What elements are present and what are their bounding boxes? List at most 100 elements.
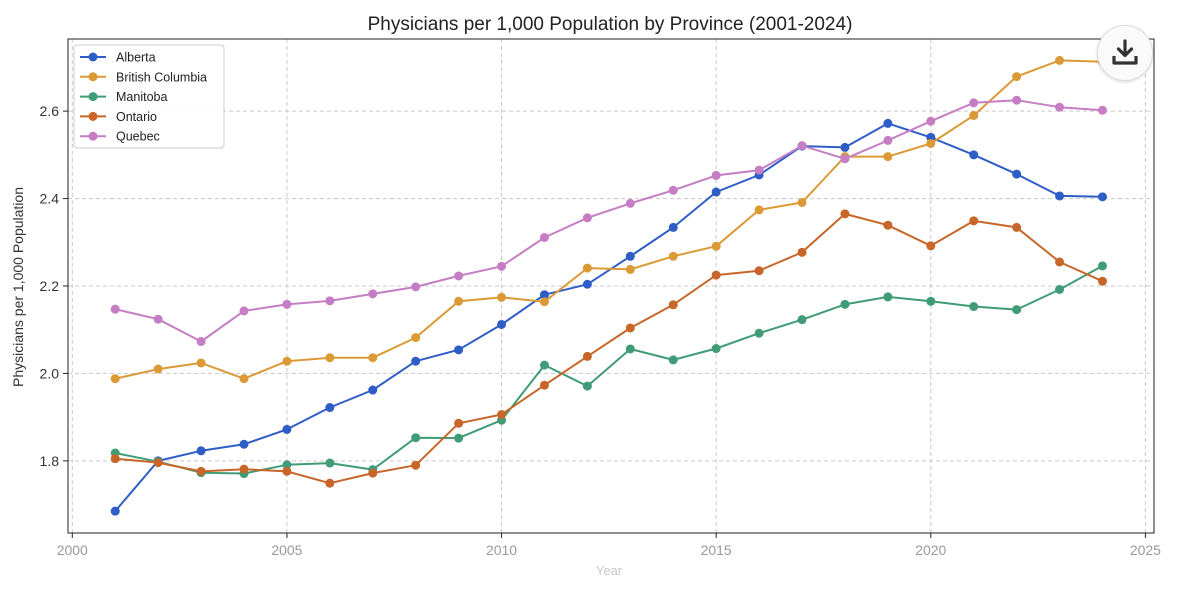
data-point-british-columbia (668, 251, 678, 261)
data-point-quebec (239, 306, 249, 316)
data-point-ontario (582, 351, 592, 361)
data-point-alberta (883, 118, 893, 128)
chart-title: Physicians per 1,000 Population by Provi… (368, 14, 853, 35)
data-point-quebec (625, 198, 635, 208)
legend-label: Manitoba (116, 90, 167, 104)
data-point-alberta (1055, 191, 1065, 201)
data-point-british-columbia (1055, 55, 1065, 65)
data-point-quebec (153, 314, 163, 324)
data-point-british-columbia (239, 374, 249, 384)
data-point-manitoba (1012, 305, 1022, 315)
series-line-manitoba (115, 265, 1103, 475)
data-point-ontario (1097, 276, 1107, 286)
data-point-ontario (368, 468, 378, 478)
series-quebec (110, 95, 1107, 347)
data-point-alberta (110, 506, 120, 516)
data-point-ontario (883, 220, 893, 230)
data-point-ontario (1055, 257, 1065, 267)
legend: Alberta British Columbia Manitoba Ontario Qu… (73, 44, 225, 149)
data-point-quebec (1012, 95, 1022, 105)
data-point-ontario (497, 410, 507, 420)
data-point-manitoba (969, 302, 979, 312)
download-button[interactable] (1097, 25, 1153, 81)
y-tick-label: 2.2 (40, 278, 60, 294)
legend-swatch-marker (88, 52, 98, 62)
data-point-british-columbia (153, 364, 163, 374)
data-point-quebec (196, 337, 206, 347)
legend-swatch-marker (88, 72, 98, 82)
data-point-alberta (411, 356, 421, 366)
legend-item-manitoba: Manitoba (80, 90, 167, 104)
data-point-alberta (582, 279, 592, 289)
data-point-british-columbia (1012, 72, 1022, 82)
data-point-alberta (539, 290, 549, 300)
download-icon (1112, 39, 1138, 65)
data-point-manitoba (754, 328, 764, 338)
y-axis-ticks: 1.8 2.0 2.2 2.4 2.6 (40, 103, 68, 469)
data-point-quebec (411, 282, 421, 292)
data-point-quebec (368, 289, 378, 299)
data-point-manitoba (625, 344, 635, 354)
legend-label: Quebec (116, 130, 160, 144)
data-point-ontario (411, 460, 421, 470)
series-ontario (110, 209, 1107, 488)
data-point-quebec (582, 213, 592, 223)
legend-item-british-columbia: British Columbia (80, 70, 207, 84)
data-point-british-columbia (926, 138, 936, 148)
data-point-quebec (497, 261, 507, 271)
data-point-british-columbia (110, 374, 120, 384)
series-line-alberta (114, 122, 1103, 512)
data-point-alberta (196, 446, 206, 456)
data-point-quebec (325, 296, 335, 306)
data-point-british-columbia (625, 264, 635, 274)
data-point-manitoba (883, 292, 893, 302)
data-point-quebec (840, 154, 850, 164)
data-point-alberta (454, 345, 464, 355)
data-point-ontario (840, 209, 850, 219)
data-point-manitoba (1055, 284, 1065, 294)
data-point-british-columbia (539, 297, 549, 307)
data-point-alberta (969, 150, 979, 160)
data-point-british-columbia (711, 241, 721, 251)
data-point-alberta (625, 251, 635, 261)
data-point-manitoba (582, 381, 592, 391)
y-tick-label: 1.8 (40, 453, 60, 469)
data-point-manitoba (926, 296, 936, 306)
data-point-british-columbia (797, 198, 807, 208)
data-point-british-columbia (325, 353, 335, 363)
series-line-ontario (115, 212, 1103, 485)
data-point-alberta (325, 403, 335, 413)
x-tick-label: 2010 (486, 542, 517, 558)
data-point-british-columbia (411, 333, 421, 343)
data-point-alberta (668, 222, 678, 232)
data-point-british-columbia (754, 205, 764, 215)
data-point-quebec (668, 185, 678, 195)
legend-item-ontario: Ontario (80, 110, 157, 124)
data-point-ontario (153, 458, 163, 468)
y-tick-label: 2.6 (40, 103, 60, 119)
data-point-quebec (110, 304, 120, 314)
data-point-british-columbia (969, 111, 979, 121)
data-point-british-columbia (282, 356, 292, 366)
data-point-ontario (969, 216, 979, 226)
data-point-alberta (1097, 192, 1107, 202)
data-point-alberta (282, 424, 292, 434)
data-point-alberta (368, 385, 378, 395)
data-point-ontario (754, 266, 764, 276)
series-line-quebec (114, 99, 1103, 343)
data-point-ontario (625, 323, 635, 333)
x-tick-label: 2015 (701, 542, 732, 558)
x-tick-label: 2005 (271, 542, 302, 558)
data-point-british-columbia (196, 358, 206, 368)
data-point-manitoba (668, 355, 678, 365)
data-point-british-columbia (454, 296, 464, 306)
x-tick-label: 2000 (57, 542, 88, 558)
x-tick-label: 2025 (1130, 542, 1161, 558)
data-point-alberta (840, 142, 850, 152)
data-point-manitoba (325, 458, 335, 468)
data-point-ontario (325, 478, 335, 488)
legend-item-alberta: Alberta (80, 51, 156, 65)
legend-swatch-marker (88, 131, 98, 141)
data-point-manitoba (411, 433, 421, 443)
grid-lines (68, 39, 1154, 533)
